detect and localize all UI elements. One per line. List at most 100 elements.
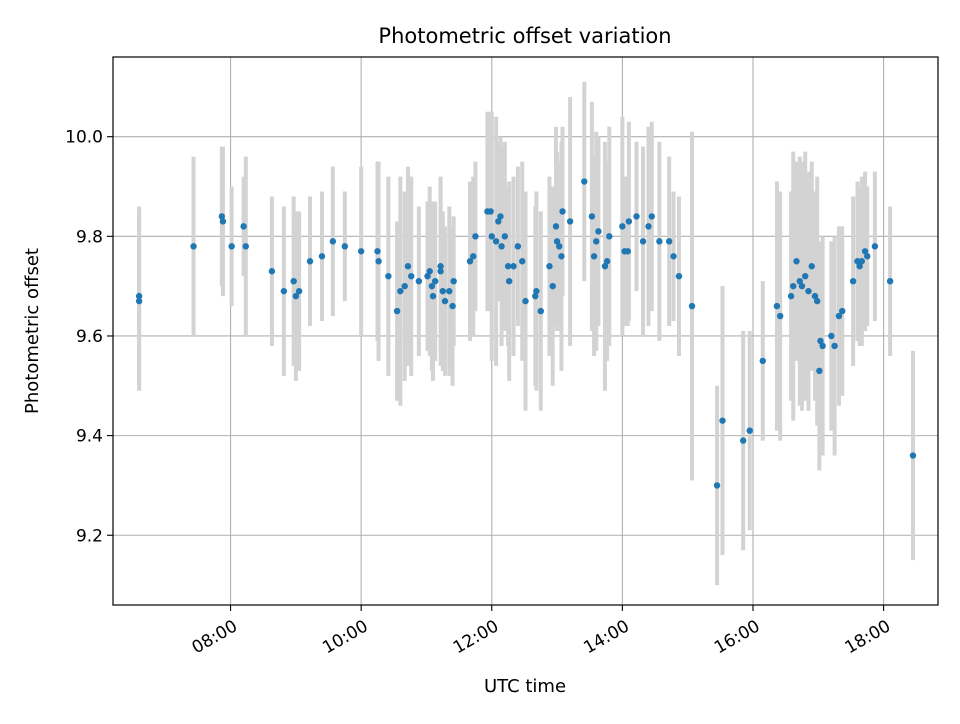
data-point [593,238,600,245]
data-point [219,218,227,225]
data-point [588,213,596,220]
data-point [228,243,235,250]
data-point [492,238,500,245]
data-point [439,287,446,295]
data-point [318,253,326,260]
data-point [385,273,392,280]
data-point [746,427,753,434]
data-point [909,452,917,459]
data-point [675,273,683,280]
data-point [415,277,423,285]
data-point [446,287,453,295]
data-point [441,297,449,305]
data-point [665,238,673,245]
data-point [329,238,337,245]
data-point [472,233,479,240]
data-point [306,258,314,265]
data-point [861,248,869,255]
data-point [401,282,408,290]
data-point [522,297,529,305]
point-layer [135,178,917,489]
data-point [437,268,444,275]
data-point [295,287,303,295]
data-point [466,258,474,265]
data-point [532,292,539,300]
data-point [135,297,143,305]
data-point [505,277,513,285]
data-point [759,357,766,365]
data-point [498,243,505,250]
data-point [566,218,574,225]
data-point [553,238,561,245]
data-point [648,213,655,220]
data-point [595,228,602,235]
data-point [819,342,826,350]
chart-title: Photometric offset variation [378,24,671,48]
data-point [817,337,824,345]
data-point [428,282,436,290]
data-point [549,282,556,290]
data-point [625,218,633,225]
data-point [497,213,504,220]
data-point [546,263,553,270]
data-point [374,248,381,255]
data-point [537,307,544,315]
data-point [776,312,784,320]
data-point [793,258,800,265]
data-point [603,258,611,265]
data-point [835,312,843,320]
y-axis-label: Photometric offset [22,248,43,414]
data-point [437,263,444,270]
data-point [813,297,821,305]
y-tick-label: 10.0 [65,128,103,148]
data-point [828,332,835,340]
data-point [268,268,276,275]
data-point [190,243,197,250]
data-point [858,258,866,265]
data-point [552,223,560,230]
data-point [357,248,365,255]
x-axis-label: UTC time [484,676,566,697]
data-point [688,302,696,310]
data-point [501,233,509,240]
data-point [790,282,797,290]
data-point [449,302,456,310]
data-point [639,238,647,245]
data-point [341,243,349,250]
data-point [871,243,879,250]
data-point [808,263,815,270]
data-point [470,253,477,260]
data-point [645,223,652,230]
data-point [656,238,663,245]
data-point [408,273,415,280]
data-point [590,253,598,260]
y-tick-label: 9.6 [76,327,103,347]
data-point [713,482,721,489]
data-point [519,258,526,265]
data-point [886,277,894,285]
data-point [533,287,540,295]
data-point [504,263,512,270]
data-point [404,263,412,270]
data-point [487,208,494,215]
plot-frame [112,56,939,606]
data-point [798,282,806,290]
data-point [242,243,249,250]
data-point [510,263,517,270]
data-point [670,253,677,260]
data-point [218,213,226,220]
y-tick-label: 9.4 [76,427,103,447]
data-point [802,273,809,280]
data-point [805,287,812,295]
data-point [864,253,871,260]
data-point [633,213,640,220]
data-point [856,263,863,270]
data-point [429,292,437,300]
data-point [739,437,747,444]
data-point [280,287,288,295]
data-point [397,287,404,295]
data-point [811,292,819,300]
data-point [624,248,632,255]
data-point [556,243,563,250]
